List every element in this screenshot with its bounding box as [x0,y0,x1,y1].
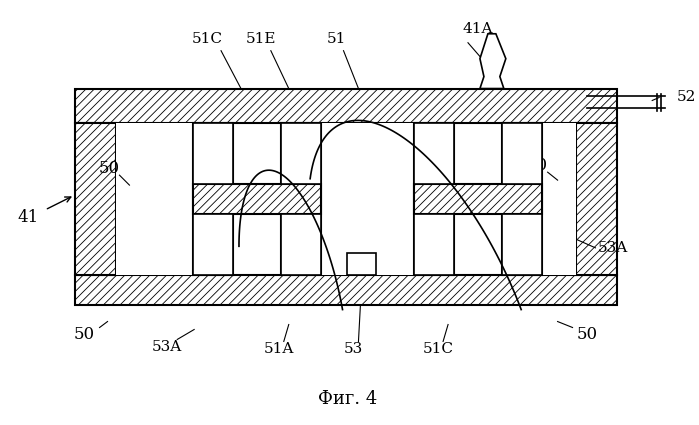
Text: 41A: 41A [463,22,493,36]
Bar [193,214,233,275]
Text: 50: 50 [99,160,120,177]
Bar [281,214,321,275]
Bar [575,123,617,275]
Text: 41: 41 [17,210,38,227]
Bar [415,123,454,275]
Bar [193,123,233,275]
Bar [415,123,454,184]
Bar [542,123,575,275]
Polygon shape [480,34,506,88]
Text: Фиг. 4: Фиг. 4 [318,390,377,408]
Text: 52: 52 [677,91,696,105]
Bar [75,123,117,275]
Text: 51: 51 [327,32,346,46]
Text: 50: 50 [577,326,598,343]
Bar [502,214,542,275]
Bar [415,214,454,275]
Bar [502,123,542,184]
Text: 53A: 53A [152,340,182,354]
Bar [502,123,542,275]
Text: 53A: 53A [598,241,628,255]
Text: 51A: 51A [264,343,294,357]
Text: 50: 50 [74,326,95,343]
Text: 50: 50 [527,157,548,174]
Text: 53: 53 [344,343,363,357]
Bar [321,123,415,275]
Bar [193,123,233,184]
Bar [281,123,321,275]
Bar [117,123,193,275]
Bar [415,184,542,214]
Text: 51C: 51C [192,32,222,46]
Text: 51C: 51C [423,343,454,357]
Bar [75,88,617,123]
Bar [347,253,376,275]
Text: 51E: 51E [245,32,276,46]
Bar [281,123,321,184]
Bar [193,184,321,214]
Bar [75,275,617,305]
